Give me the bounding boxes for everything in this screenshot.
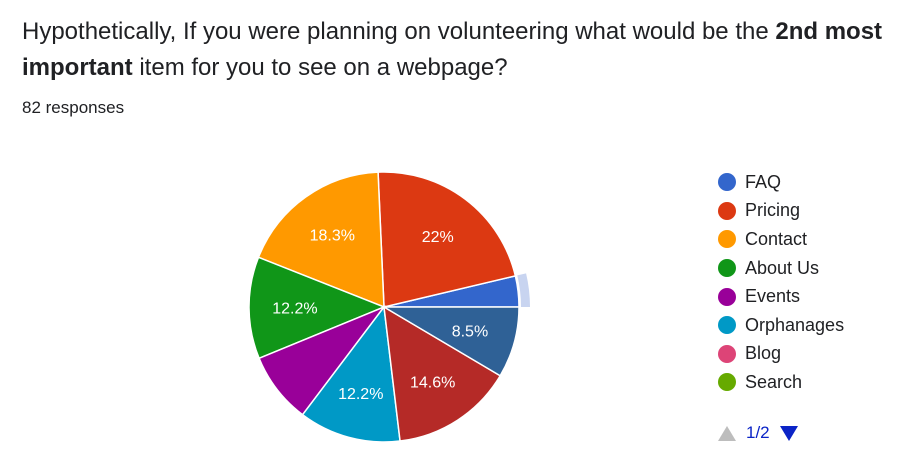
legend-label: Search (745, 371, 803, 392)
response-count: 82 responses (22, 98, 125, 117)
pie-slice-pricing[interactable] (377, 171, 517, 308)
legend-label: About Us (745, 257, 820, 278)
pie-slice-orphanages[interactable] (301, 305, 401, 443)
legend-swatch (718, 287, 736, 306)
legend-swatch (718, 259, 736, 278)
legend: FAQ Pricing Contact About Us Events Orphanage… (718, 168, 844, 397)
legend-item-blog[interactable]: Blog (718, 340, 844, 369)
pie-slice-highlight (517, 273, 530, 307)
legend-item-contact[interactable]: Contact (718, 225, 844, 254)
question-prefix: Hypothetically, If you were planning on … (22, 18, 776, 45)
legend-label: Contact (745, 228, 808, 249)
question-bold-2: important (22, 54, 133, 81)
legend-swatch (718, 201, 736, 220)
legend-item-search[interactable]: Search (718, 368, 844, 397)
legend-item-events[interactable]: Events (718, 282, 844, 311)
pie-slice-search[interactable] (381, 306, 520, 377)
pie-slice-label: 22% (422, 229, 454, 246)
legend-swatch (718, 230, 736, 249)
pie-slice-contact[interactable] (257, 171, 385, 309)
legend-swatch (718, 344, 736, 363)
legend-swatch (718, 173, 736, 192)
pie-slice-label: 18.3% (310, 227, 355, 244)
legend-swatch (718, 373, 736, 392)
pie-slice-label: 12.2% (272, 301, 317, 318)
legend-item-pricing[interactable]: Pricing (718, 197, 844, 226)
legend-label: Orphanages (745, 314, 845, 335)
pie-slice-label: 14.6% (410, 375, 455, 392)
triangle-down-icon[interactable] (779, 425, 798, 441)
pie-slice-label: 8.5% (452, 324, 488, 341)
legend-item-orphanages[interactable]: Orphanages (718, 311, 844, 340)
pie-slice-about-us[interactable] (248, 256, 387, 360)
legend-label: Events (745, 286, 801, 307)
pie-slice-blog[interactable] (383, 305, 502, 442)
legend-item-about-us[interactable]: About Us (718, 254, 844, 283)
page-indicator: 1/2 (746, 423, 770, 442)
legend-label: Pricing (745, 200, 801, 221)
pie-slice-label: 12.2% (338, 386, 383, 403)
legend-label: Blog (745, 343, 782, 364)
legend-item-faq[interactable]: FAQ (718, 168, 844, 197)
question-suffix: item for you to see on a webpage? (132, 54, 508, 81)
legend-label: FAQ (745, 171, 782, 192)
triangle-up-icon[interactable] (718, 425, 736, 441)
legend-swatch (718, 316, 736, 335)
legend-pager: 1/2 (718, 423, 798, 443)
question-bold-1: 2nd most (775, 18, 883, 45)
question-title: Hypothetically, If you were planning on … (22, 14, 912, 86)
